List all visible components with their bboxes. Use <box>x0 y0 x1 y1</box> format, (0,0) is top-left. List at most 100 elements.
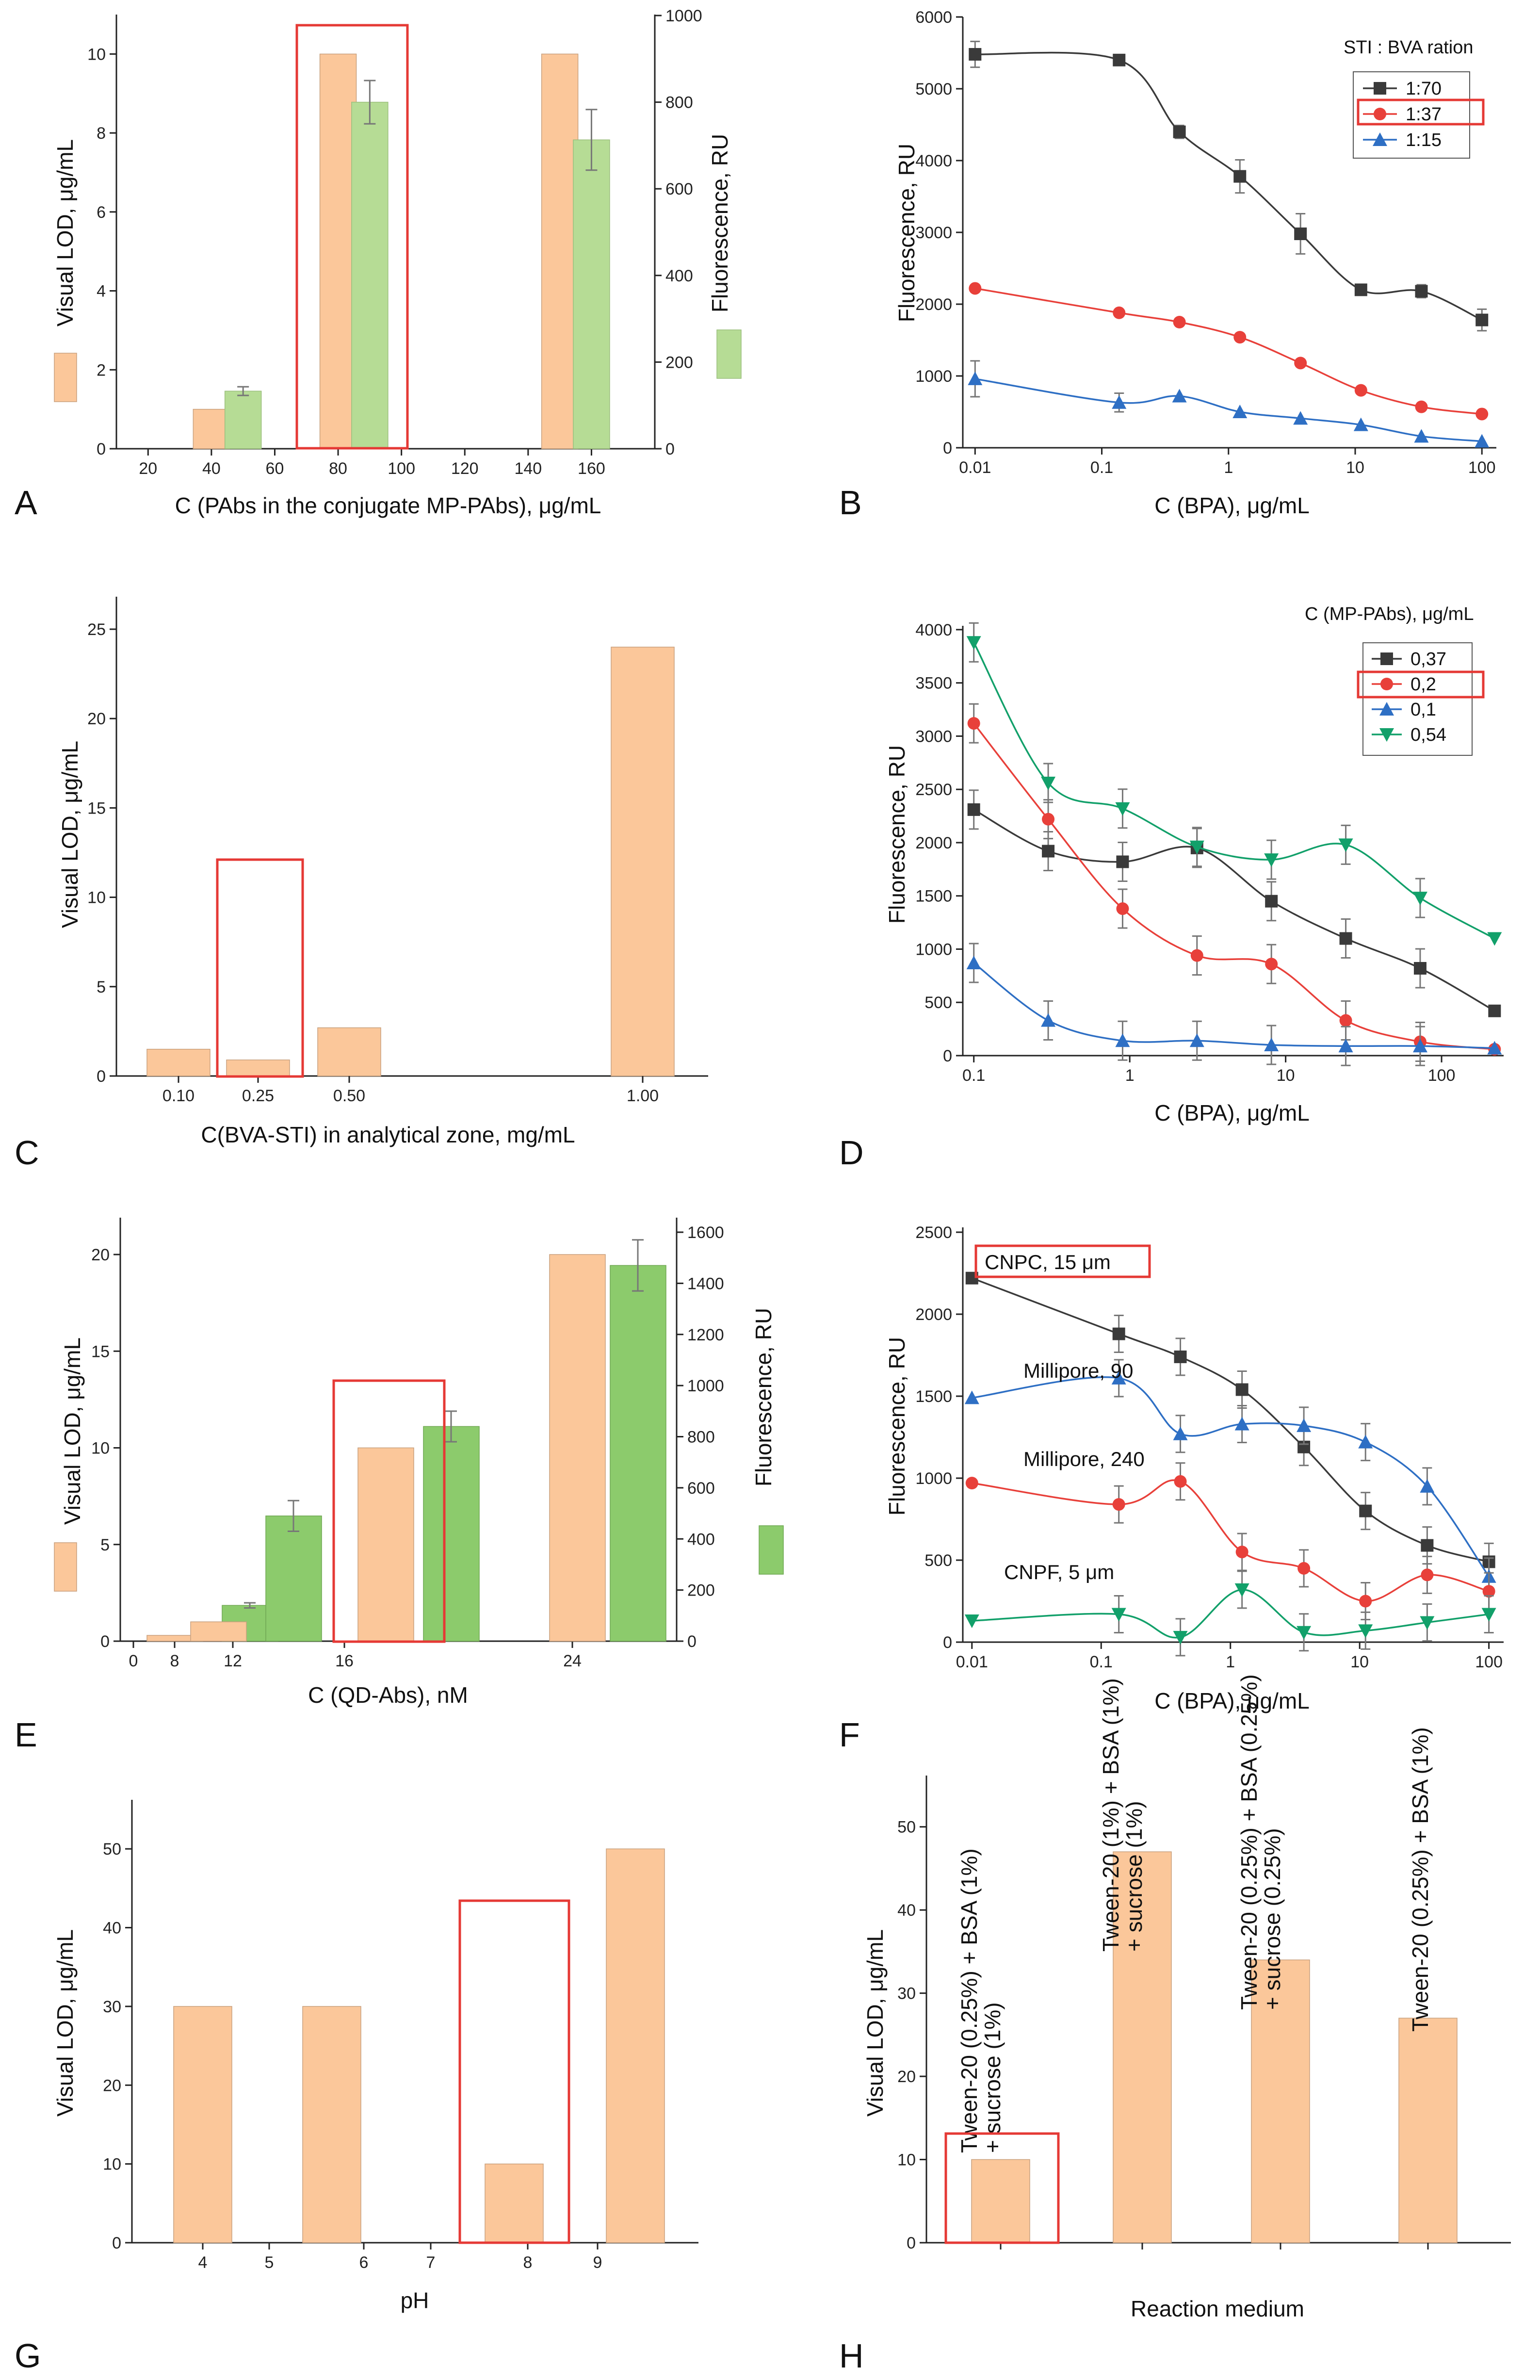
y-tick-label: 4000 <box>915 621 952 639</box>
data-point <box>1373 132 1387 146</box>
category-label: Tween-20 (1%) + BSA (1%) <box>1098 1678 1123 1952</box>
y-tick-label: 0 <box>907 2234 916 2252</box>
bar-visual-lod <box>190 1621 247 1642</box>
x-tick-label: 6 <box>359 2253 369 2272</box>
x-tick-label: 20 <box>139 459 157 478</box>
x-tick-label: 1 <box>1224 458 1233 477</box>
legend-label: 0,1 <box>1410 700 1436 720</box>
y-tick-label: 6000 <box>915 8 952 27</box>
x-axis-label: C (BPA), μg/mL <box>1154 1688 1310 1713</box>
data-point <box>1294 357 1307 370</box>
data-point <box>1420 1479 1435 1493</box>
x-tick-label: 100 <box>1468 458 1496 477</box>
data-point <box>1374 82 1386 95</box>
legend-label: 1:15 <box>1406 130 1442 150</box>
panel-c-chart: 0 5 10 15 20 25 0.10 0.25 0.50 1.00 Visual LOD, μg… <box>15 597 708 1172</box>
panel-letter: G <box>15 2337 41 2375</box>
data-point <box>1235 1383 1248 1396</box>
y-tick-label: 0 <box>97 440 106 458</box>
highlight-box <box>295 24 409 450</box>
y-tick-label: 1000 <box>915 367 952 386</box>
data-point <box>1190 949 1203 962</box>
bar-visual-lod <box>485 2163 544 2243</box>
data-point <box>1421 1539 1434 1552</box>
y-tick-label: 6 <box>97 203 106 222</box>
y2-tick-label: 600 <box>687 1479 715 1498</box>
data-point <box>1112 1498 1125 1511</box>
legend-swatch-visual-lod <box>54 353 77 402</box>
y2-tick-label: 200 <box>687 1581 715 1600</box>
bar-fluorescence <box>610 1265 666 1642</box>
data-point <box>1116 902 1129 915</box>
x-tick-label: 60 <box>266 459 284 478</box>
legend-title: STI : BVA ration <box>1344 37 1474 58</box>
data-point <box>1111 1608 1126 1622</box>
x-tick-label: 9 <box>593 2253 602 2272</box>
data-point <box>966 636 981 650</box>
x-tick-label: 140 <box>514 459 542 478</box>
y2-axis-label: Fluorescence, RU <box>707 134 732 312</box>
panel-letter: F <box>839 1716 860 1754</box>
data-point <box>1041 777 1056 791</box>
y-tick-label: 1500 <box>915 887 952 906</box>
highlight-box <box>1357 98 1485 126</box>
data-point <box>1189 1033 1204 1047</box>
y-tick-label: 2 <box>97 361 106 379</box>
data-point <box>1338 838 1353 852</box>
data-point <box>1359 1595 1372 1608</box>
y-axis-label: Visual LOD, μg/mL <box>52 139 78 326</box>
y-tick-label: 10 <box>87 889 106 907</box>
x-tick-label: 0.25 <box>242 1087 274 1105</box>
y-axis-label: Fluorescence, RU <box>894 144 919 322</box>
data-point <box>1189 840 1204 854</box>
x-tick-label: 40 <box>202 459 221 478</box>
series-line <box>975 287 1482 415</box>
data-point <box>1235 1546 1248 1559</box>
y2-tick-label: 1600 <box>687 1223 724 1242</box>
bar-fluorescence <box>224 391 262 449</box>
bar-visual-lod <box>1398 2018 1458 2243</box>
data-point <box>967 717 980 730</box>
data-point <box>1297 1418 1312 1432</box>
x-tick-label: 0 <box>129 1652 138 1670</box>
panel-letter: D <box>839 1134 864 1172</box>
bar-visual-lod <box>146 1048 211 1076</box>
legend-label: 0,2 <box>1410 674 1436 695</box>
y-axis-label: Visual LOD, μg/mL <box>52 1929 78 2117</box>
y-tick-label: 3000 <box>915 224 952 242</box>
data-point <box>1173 316 1186 328</box>
data-point <box>1173 1426 1188 1440</box>
x-tick-label: 7 <box>426 2253 436 2272</box>
legend-label: 0,37 <box>1410 649 1446 669</box>
data-point <box>1415 400 1428 413</box>
y2-tick-label: 1000 <box>687 1377 724 1395</box>
data-point <box>1112 1327 1125 1340</box>
series-line <box>975 378 1482 442</box>
y2-axis-label: Fluorescence, RU <box>751 1308 776 1486</box>
y-tick-label: 2500 <box>915 781 952 799</box>
data-point <box>1112 395 1127 409</box>
x-axis-label: pH <box>401 2288 429 2313</box>
legend-title: C (MP-PAbs), μg/mL <box>1305 604 1474 624</box>
bar-visual-lod <box>317 1027 381 1076</box>
data-point <box>1294 227 1307 240</box>
bar-fluorescence <box>573 139 610 449</box>
bar-visual-lod <box>541 53 579 449</box>
data-point <box>1113 53 1126 66</box>
y-tick-label: 50 <box>897 1818 916 1837</box>
x-tick-label: 160 <box>578 459 605 478</box>
x-axis-label: C (BPA), μg/mL <box>1154 493 1310 518</box>
y-tick-label: 3000 <box>915 727 952 746</box>
y-tick-label: 500 <box>924 994 952 1012</box>
y-tick-label: 0 <box>112 2234 121 2252</box>
y-tick-label: 20 <box>103 2076 121 2095</box>
data-point <box>1359 1504 1372 1517</box>
y-tick-label: 4 <box>97 282 106 301</box>
data-point <box>1265 895 1278 908</box>
legend-swatch-fluorescence <box>716 329 742 379</box>
y-tick-label: 1000 <box>915 940 952 959</box>
data-point <box>1475 408 1489 421</box>
y2-tick-label: 1400 <box>687 1274 724 1293</box>
data-point <box>1042 813 1055 826</box>
